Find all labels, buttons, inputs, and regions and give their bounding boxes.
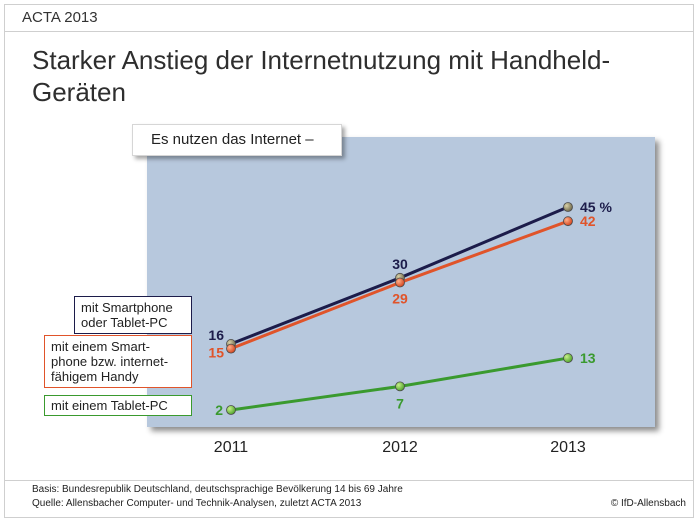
data-label-smartphone-tablet-2011: 16 <box>208 327 224 343</box>
legend-line: phone bzw. internet- <box>51 354 169 369</box>
data-label-tablet-2011: 2 <box>215 402 223 418</box>
legend-entry-smartphone-handy: mit einem Smart-phone bzw. internet-fähi… <box>44 335 192 388</box>
legend-line: mit einem Smart- <box>51 339 150 354</box>
data-point-tablet-2011 <box>226 405 236 415</box>
slide-frame <box>4 4 694 518</box>
x-tick-label-2011: 2011 <box>214 439 249 456</box>
chart-title: Starker Anstieg der Internetnutzung mit … <box>32 45 611 107</box>
header-bar: ACTA 2013 <box>4 4 694 32</box>
data-point-smartphone-handy-2012 <box>395 277 405 288</box>
data-point-smartphone-tablet-2013 <box>563 202 573 212</box>
x-tick-label-2012: 2012 <box>382 439 418 456</box>
legend-line: mit einem Tablet-PC <box>51 398 168 413</box>
header-label: ACTA 2013 <box>22 9 98 26</box>
data-point-smartphone-handy-2013 <box>563 216 573 227</box>
legend-line: fähigem Handy <box>51 369 139 384</box>
legend-entry-tablet: mit einem Tablet-PC <box>44 395 192 416</box>
data-label-tablet-2013: 13 <box>580 350 596 366</box>
data-label-smartphone-handy-2012: 29 <box>392 291 408 307</box>
legend-entry-smartphone-tablet: mit Smartphone oder Tablet-PC <box>74 296 192 334</box>
copyright-label: © IfD-Allensbach <box>610 498 686 509</box>
data-label-tablet-2012: 7 <box>396 395 404 411</box>
data-point-smartphone-handy-2011 <box>226 343 236 354</box>
x-tick-label-2013: 2013 <box>550 439 586 456</box>
chart-subtitle: Es nutzen das Internet – <box>132 124 342 156</box>
data-label-smartphone-handy-2011: 15 <box>208 345 224 361</box>
data-label-smartphone-tablet-2013: 45 % <box>580 199 612 215</box>
data-label-smartphone-handy-2013: 42 <box>580 213 596 229</box>
legend-line: oder Tablet-PC <box>81 315 168 330</box>
data-point-tablet-2012 <box>395 381 405 392</box>
source-basis: Basis: Bundesrepublik Deutschland, deuts… <box>32 484 403 495</box>
data-label-smartphone-tablet-2012: 30 <box>392 256 408 272</box>
legend-line: mit Smartphone <box>81 300 173 315</box>
data-point-tablet-2013 <box>563 353 573 363</box>
source-quelle: Quelle: Allensbacher Computer- und Techn… <box>32 498 362 509</box>
footer-divider <box>4 480 694 481</box>
